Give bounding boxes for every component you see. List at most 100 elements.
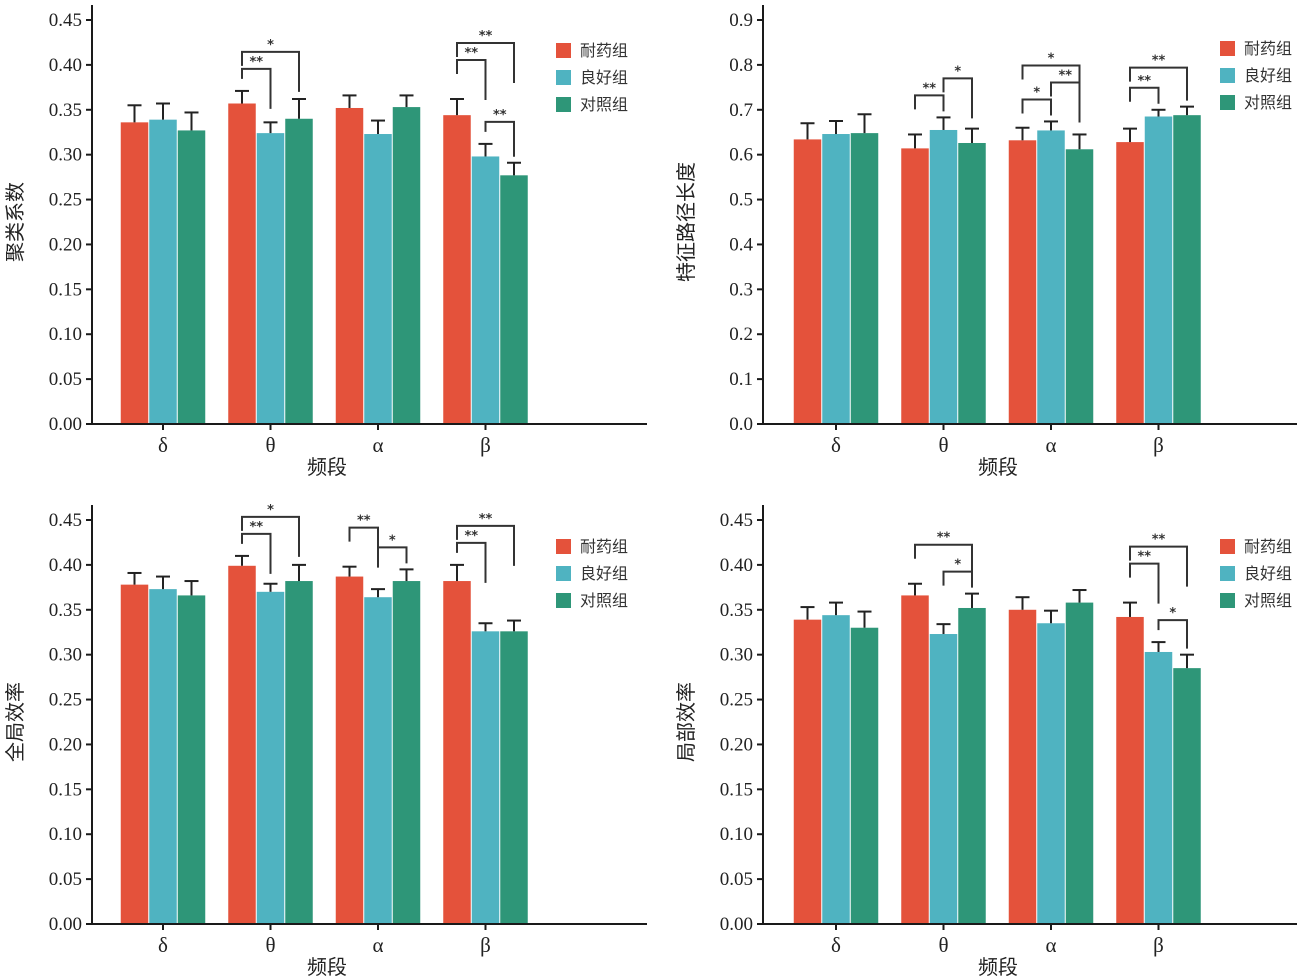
y-tick-label: 0.35	[720, 600, 753, 621]
legend-label: 对照组	[1244, 93, 1292, 112]
x-tick-label: α	[1045, 933, 1056, 957]
x-axis-title: 频段	[307, 955, 347, 979]
significance-bracket: *	[1021, 85, 1052, 116]
legend-swatch	[1220, 41, 1235, 56]
bar-δ-耐药组	[793, 139, 822, 424]
bracket-line	[1129, 562, 1160, 604]
bar-α-良好组	[364, 597, 392, 924]
legend-label: 良好组	[580, 68, 628, 87]
significance-label: **	[464, 46, 478, 61]
bar-α-耐药组	[335, 576, 364, 924]
chart-clustering-coefficient: 0.00 0.05 0.10 0.15 0.20 0.25 0.30 0.35 0.40 0.45…	[3, 5, 647, 479]
bracket-line	[241, 532, 272, 574]
y-tick-label: 0.30	[49, 645, 82, 666]
bar-α-耐药组	[1008, 140, 1037, 424]
significance-label: *	[389, 533, 396, 548]
bar-θ-耐药组	[228, 103, 256, 424]
bracket-line	[1129, 66, 1188, 101]
chart-characteristic-path-length: 0.0 0.1 0.2 0.3 0.4 0.5 0.6 0.7 0.8 0.9 δ θ α β 频段 特征路径…	[674, 5, 1297, 479]
significance-label: **	[493, 108, 507, 123]
y-tick-label: 0.7	[729, 100, 753, 121]
significance-bracket: **	[456, 46, 487, 101]
legend-label: 耐药组	[1244, 537, 1292, 556]
legend-swatch	[556, 566, 571, 581]
legend-swatch	[556, 97, 571, 112]
y-tick-label: 0.35	[49, 600, 82, 621]
bar-θ-耐药组	[901, 148, 929, 425]
y-tick-label: 0.00	[49, 914, 82, 935]
legend-swatch	[556, 593, 571, 608]
bar-δ-对照组	[850, 133, 879, 424]
significance-label: **	[249, 520, 263, 535]
y-tick-label: 0.05	[720, 869, 753, 890]
y-tick-label: 0.15	[49, 779, 82, 800]
legend-label: 良好组	[580, 564, 628, 583]
bracket-line	[456, 59, 487, 101]
y-tick-label: 0.15	[720, 779, 753, 800]
significance-label: *	[954, 558, 961, 573]
y-tick-label: 0.6	[729, 145, 753, 166]
significance-bracket: **	[1129, 533, 1188, 587]
bar-θ-耐药组	[228, 565, 256, 924]
significance-bracket: *	[241, 38, 300, 92]
y-tick-label: 0.20	[720, 734, 753, 755]
chart-local-efficiency: 0.00 0.05 0.10 0.15 0.20 0.25 0.30 0.35 0.40 0.45…	[674, 505, 1297, 979]
y-tick-label: 0.1	[729, 369, 753, 390]
y-tick-label: 0.20	[49, 234, 82, 255]
significance-bracket: **	[914, 531, 973, 585]
x-tick-label: θ	[938, 933, 948, 957]
y-axis-title: 聚类系数	[3, 182, 27, 262]
significance-bracket: *	[241, 503, 300, 557]
significance-label: **	[479, 512, 493, 527]
x-tick-label: α	[1045, 433, 1056, 457]
bracket-line	[914, 94, 945, 112]
bracket-line	[942, 77, 973, 119]
y-tick-label: 0.25	[49, 690, 82, 711]
legend-swatch	[1220, 95, 1235, 110]
significance-bracket: *	[377, 533, 408, 564]
bracket-line	[241, 515, 300, 557]
bracket-line	[1021, 98, 1052, 116]
y-tick-label: 0.0	[729, 414, 753, 435]
significance-label: *	[267, 503, 274, 518]
bar-θ-良好组	[929, 634, 958, 924]
significance-label: *	[267, 38, 274, 53]
bracket-line	[241, 50, 300, 92]
bar-β-对照组	[1173, 115, 1201, 425]
chart-global-efficiency: 0.00 0.05 0.10 0.15 0.20 0.25 0.30 0.35 0.40 0.45…	[3, 503, 647, 979]
significance-bracket: *	[942, 558, 973, 588]
y-tick-label: 0.45	[49, 10, 82, 31]
legend-swatch	[1220, 539, 1235, 554]
bar-β-良好组	[1144, 651, 1173, 924]
significance-label: *	[954, 64, 961, 79]
bar-θ-良好组	[256, 133, 285, 424]
bracket-line	[1129, 86, 1160, 104]
bar-δ-良好组	[822, 134, 850, 425]
bar-δ-对照组	[177, 130, 206, 424]
legend-label: 良好组	[1244, 66, 1292, 85]
bar-θ-耐药组	[901, 595, 929, 924]
legend-label: 耐药组	[1244, 39, 1292, 58]
bar-δ-良好组	[149, 589, 177, 924]
y-axis-title: 局部效率	[674, 682, 698, 762]
y-tick-label: 0.35	[49, 100, 82, 121]
significance-label: **	[464, 529, 478, 544]
x-tick-label: θ	[265, 933, 275, 957]
y-tick-label: 0.40	[720, 555, 753, 576]
bar-θ-对照组	[285, 581, 313, 924]
significance-label: *	[1169, 606, 1176, 621]
y-tick-label: 0.2	[729, 324, 753, 345]
significance-bracket: *	[1157, 606, 1188, 649]
legend-label: 对照组	[580, 95, 628, 114]
significance-bracket: *	[942, 64, 973, 119]
y-tick-label: 0.40	[49, 55, 82, 76]
y-tick-label: 0.30	[49, 145, 82, 166]
legend-label: 良好组	[1244, 564, 1292, 583]
bracket-line	[1021, 64, 1081, 106]
bar-δ-耐药组	[120, 584, 149, 924]
x-tick-label: δ	[158, 433, 168, 457]
